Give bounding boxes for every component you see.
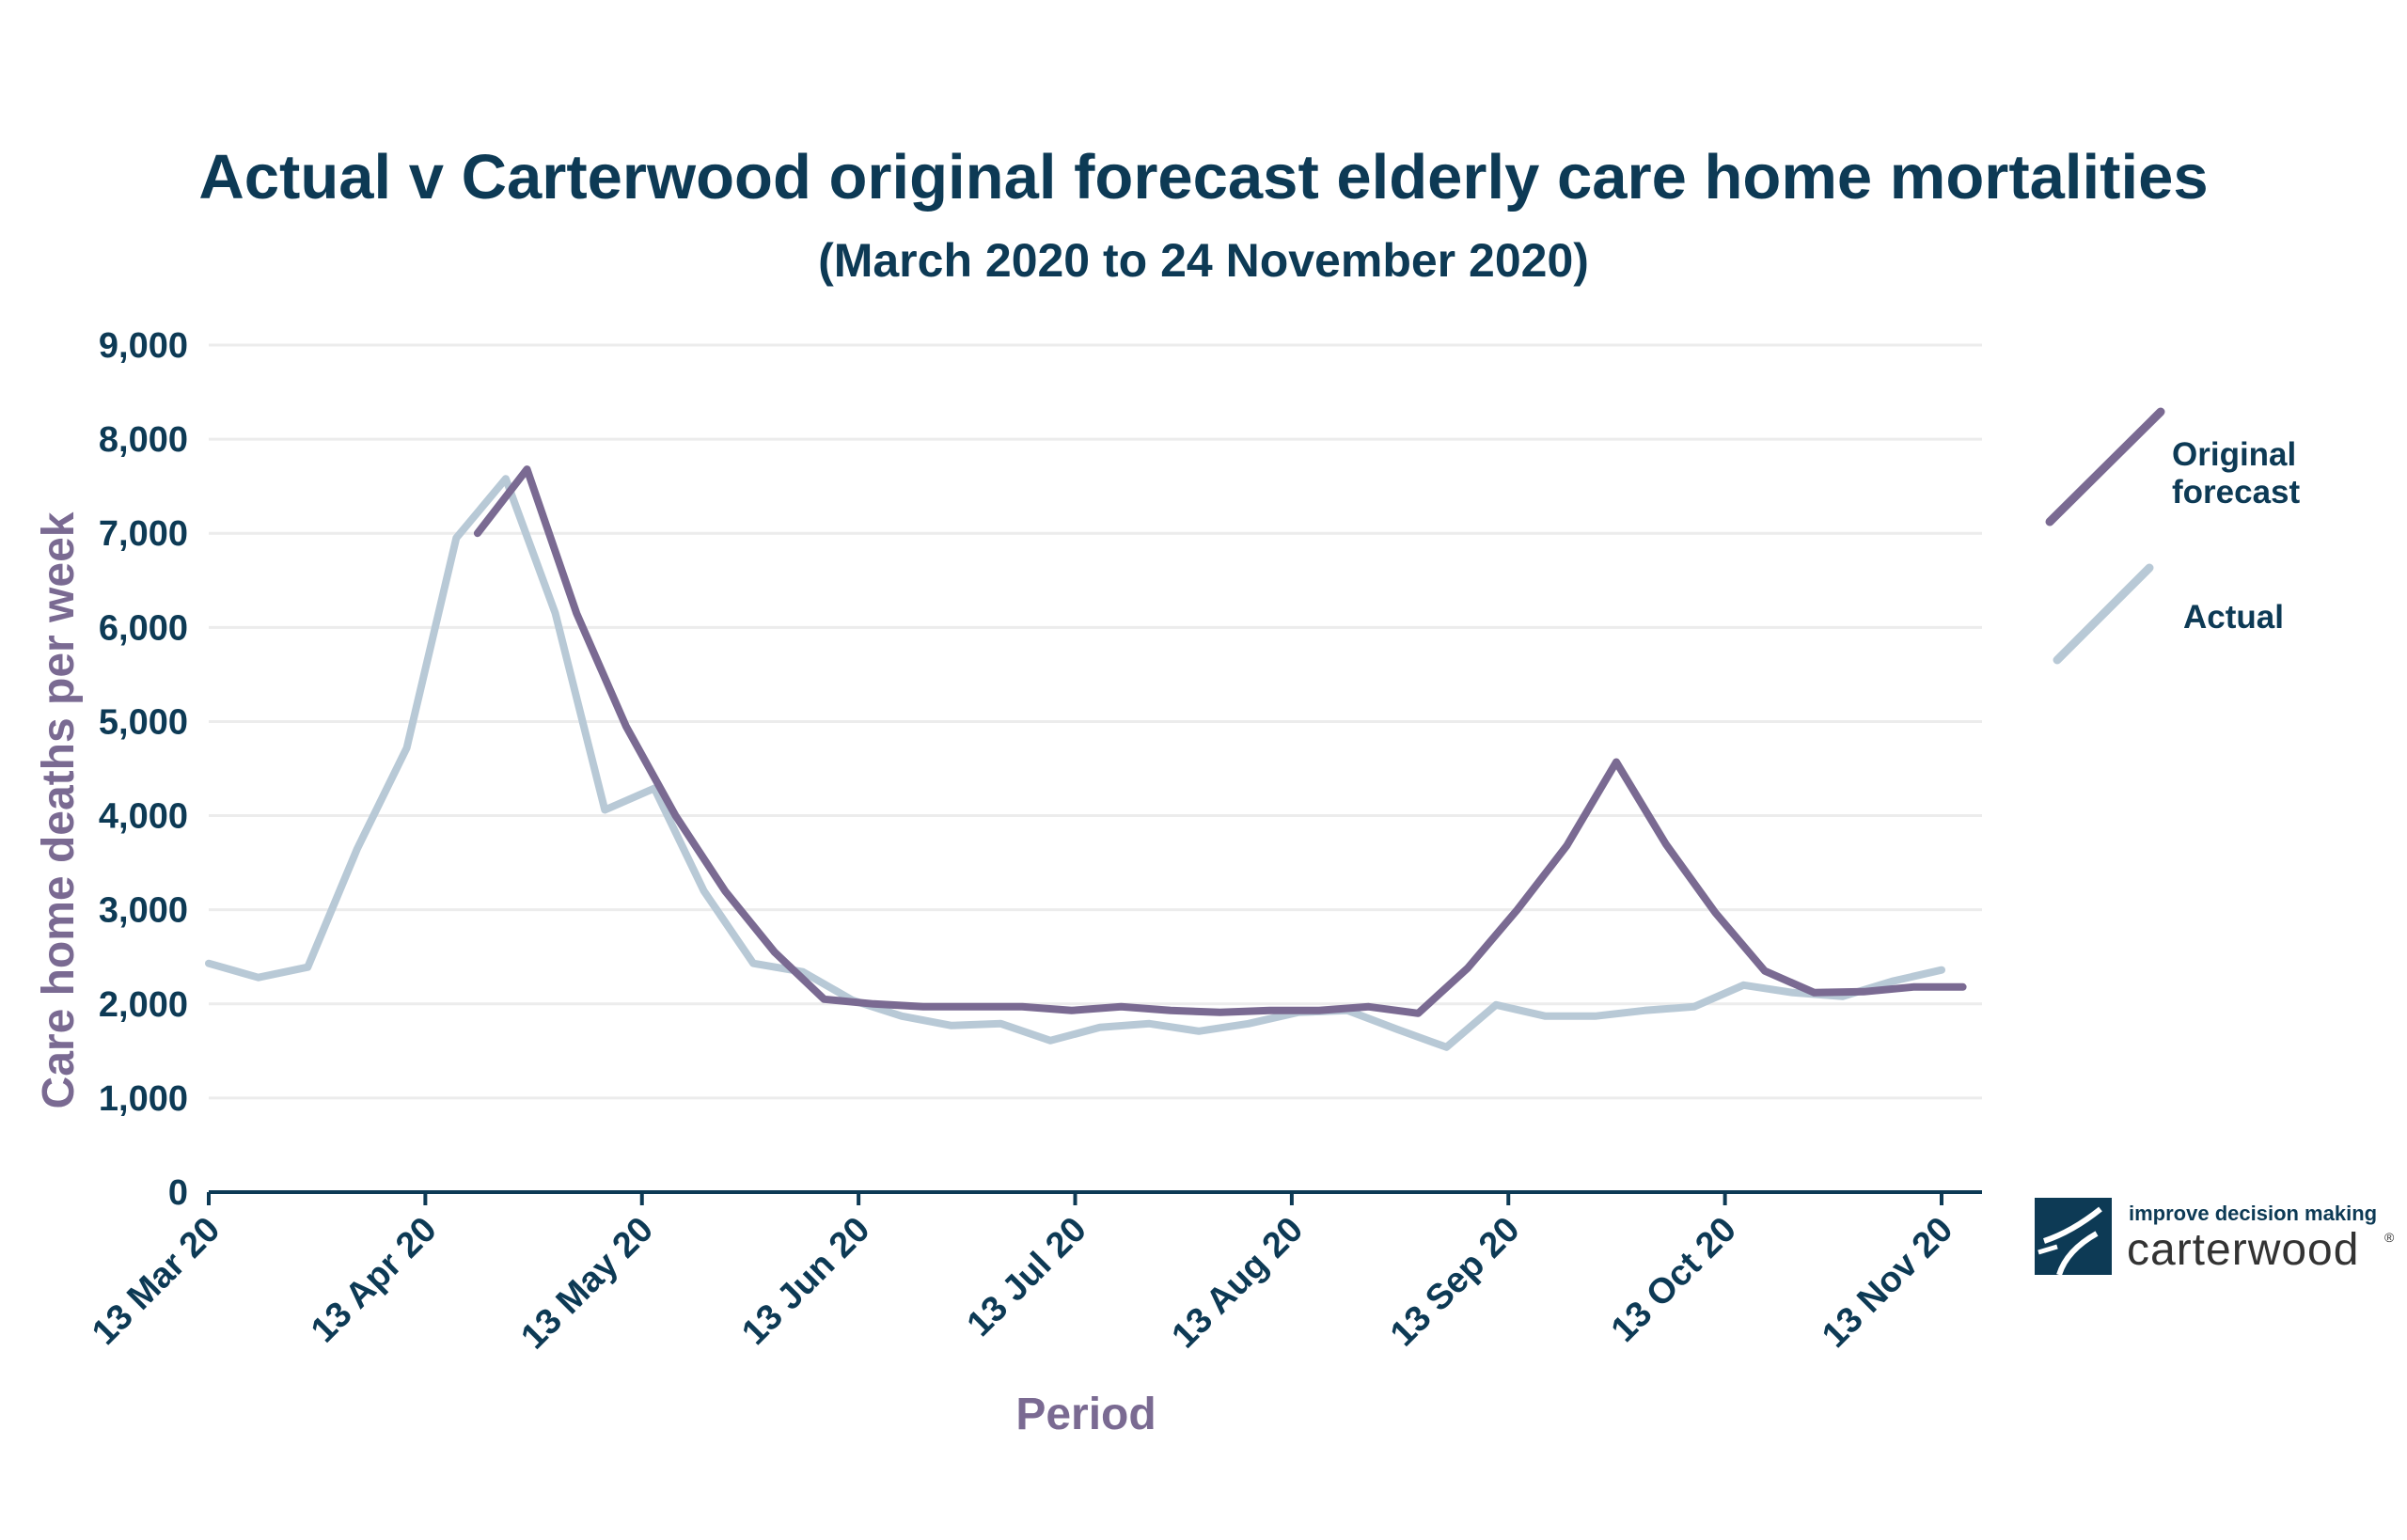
chart-title: Actual v Carterwood original forecast el… (198, 142, 2209, 212)
legend-swatch-original-forecast (2045, 407, 2165, 526)
legend: Original forecast Actual (2045, 407, 2301, 665)
y-tick-label: 6,000 (99, 608, 188, 648)
x-tick-label: 13 Nov 20 (1815, 1210, 1960, 1356)
x-tick-label: 13 May 20 (513, 1210, 661, 1358)
y-tick-label: 2,000 (99, 985, 188, 1025)
x-tick-label: 13 Aug 20 (1165, 1210, 1312, 1357)
x-axis-ticks: 13 Mar 20 13 Apr 20 13 May 20 13 Jun 20 13 J… (85, 1192, 1960, 1357)
y-tick-label: 0 (168, 1173, 188, 1213)
legend-swatch-actual (2053, 563, 2154, 665)
x-tick-label: 13 Apr 20 (304, 1210, 445, 1351)
chart-subtitle: (March 2020 to 24 November 2020) (818, 234, 1589, 287)
series-actual-line (205, 475, 1945, 1051)
carterwood-logo: improve decision making carterwood ® (2035, 1198, 2395, 1282)
y-tick-label: 8,000 (99, 420, 188, 460)
series-original-forecast-line (473, 465, 1967, 1017)
x-tick-label: 13 Jul 20 (960, 1210, 1094, 1344)
y-tick-label: 9,000 (99, 326, 188, 366)
x-axis-label: Period (1015, 1390, 1156, 1439)
y-tick-label: 5,000 (99, 702, 188, 742)
series-lines (205, 465, 1967, 1051)
carterwood-logo-mark-icon (2035, 1198, 2112, 1275)
logo-brand: carterwood (2127, 1225, 2360, 1275)
y-tick-label: 3,000 (99, 891, 188, 931)
y-tick-label: 7,000 (99, 514, 188, 554)
legend-label-actual: Actual (2183, 599, 2284, 636)
legend-label-original-forecast: Original forecast (2172, 436, 2301, 511)
y-axis-label: Care home deaths per week (34, 511, 84, 1108)
gridlines (209, 343, 1982, 1100)
y-tick-label: 1,000 (99, 1079, 188, 1119)
y-axis-ticks: 0 1,000 2,000 3,000 4,000 5,000 6,000 7,000 8,00… (99, 326, 188, 1213)
x-tick-label: 13 Jun 20 (734, 1210, 877, 1353)
logo-registered-mark: ® (2384, 1230, 2395, 1245)
y-tick-label: 4,000 (99, 797, 188, 837)
x-tick-label: 13 Mar 20 (85, 1210, 228, 1353)
x-tick-label: 13 Oct 20 (1604, 1210, 1744, 1350)
x-tick-label: 13 Sep 20 (1383, 1210, 1528, 1355)
logo-tagline: improve decision making (2129, 1202, 2378, 1225)
